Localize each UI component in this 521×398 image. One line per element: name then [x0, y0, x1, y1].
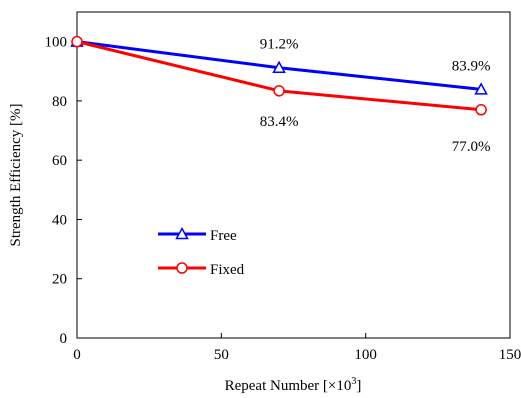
x-axis-label: Repeat Number [×103] [225, 376, 362, 394]
data-labels: 91.2% 83.9% 83.4% 77.0% [260, 37, 491, 155]
y-tick-label: 40 [52, 212, 67, 228]
y-tick-label: 20 [52, 272, 67, 288]
point-free [474, 82, 488, 95]
data-label-fixed: 83.4% [260, 114, 299, 130]
x-tick-label: 50 [214, 347, 229, 363]
data-label-fixed: 77.0% [452, 139, 491, 155]
legend-label-free: Free [210, 228, 237, 244]
x-axis-label-exponent: 3 [351, 376, 356, 387]
data-label-free: 91.2% [260, 37, 299, 53]
legend-marker-free [175, 226, 189, 240]
x-tick-label: 100 [354, 347, 377, 363]
legend: Free Fixed [158, 226, 245, 278]
data-label-free: 83.9% [452, 58, 491, 74]
x-axis-label-close: ] [356, 378, 361, 394]
point-free [272, 60, 286, 73]
y-tick-label: 80 [52, 94, 67, 110]
series-layer [70, 34, 488, 116]
point-fixed [475, 104, 487, 116]
point-fixed [273, 85, 285, 97]
x-tick-label: 0 [73, 347, 81, 363]
y-tick-label: 0 [60, 331, 68, 347]
ticks: 0 50 100 150 0 20 40 60 80 100 [45, 35, 521, 363]
plot-frame [76, 11, 511, 339]
point-fixed [71, 35, 83, 48]
legend-marker-fixed [176, 262, 188, 274]
legend-label-fixed: Fixed [210, 262, 245, 278]
y-axis-label: Strength Efficiency [%] [8, 103, 24, 246]
y-tick-label: 100 [45, 35, 68, 51]
x-tick-label: 150 [499, 347, 521, 363]
y-tick-label: 60 [52, 153, 67, 169]
